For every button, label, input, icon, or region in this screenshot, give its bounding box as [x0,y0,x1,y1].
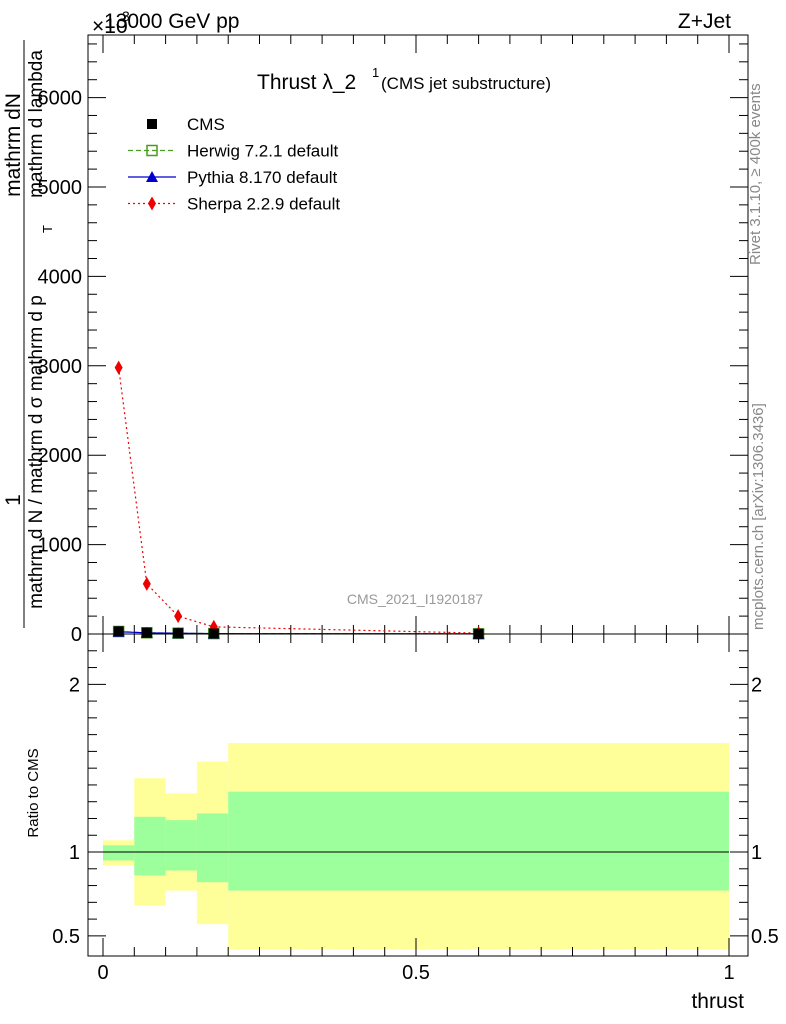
ratio-panel: 0.5 0.51 12 2 0 0.5 1 Ratio to CMS thrust [25,633,779,1013]
main-y-tick-label: 1000 [38,535,83,557]
legend-item: Herwig 7.2.1 default [128,142,338,161]
ratio-x-axis: 0 0.5 1 [97,634,735,984]
main-y-tick-label: 3000 [38,356,83,378]
ratio-y-tick-label-right: 2 [751,674,762,696]
ratio-frame [87,633,749,957]
ratio-y-tick-label: 2 [69,674,80,696]
ratio-y-tick-label: 0.5 [52,926,80,948]
legend-item: CMS [147,115,225,134]
main-y-axis: 0 1000 2000 3000 4000 5000 6000 [38,43,748,646]
legend-marker [146,144,158,157]
legend-label: Pythia 8.170 default [187,168,338,187]
ylabel-denominator-right: mathrm d lambda [26,50,47,198]
main-y-tick-label: 0 [71,624,82,646]
ratio-inner-band-bin [103,845,135,861]
legend-label: Sherpa 2.2.9 default [187,195,340,214]
ratio-y-tick-label-right: 0.5 [751,926,779,948]
exponent-mark: ×10 [92,15,128,38]
ratio-inner-band-bin [196,813,229,883]
ylabel-numerator-right: mathrm dN [2,93,25,197]
main-x-ticks [102,35,730,634]
watermark: CMS_2021_I1920187 [347,591,483,607]
ratio-inner-band-bin [165,820,197,871]
data-point [141,627,152,638]
x-tick-label: 1 [723,962,734,984]
ratio-inner-band-bin [134,816,166,876]
plot-title: Thrust λ_2 [257,71,356,94]
series-line [118,367,479,634]
main-y-tick-label: 2000 [38,445,83,467]
ratio-bands [103,743,729,950]
plot-subtitle: (CMS jet substructure) [381,74,551,93]
process-label: Z+Jet [678,10,731,33]
legend: CMS Herwig 7.2.1 default Pythia 8.170 defa… [128,115,340,214]
legend-label: CMS [187,115,225,134]
data-point [114,360,123,375]
beam-label: 13000 GeV pp [104,10,239,33]
main-panel: 0 1000 2000 3000 4000 5000 6000 Thrust λ_2 1 (… [2,34,749,646]
x-tick-label: 0 [97,962,108,984]
main-y-tick-label: 5000 [38,177,83,199]
legend-item: Sherpa 2.2.9 default [128,195,340,214]
legend-marker [146,171,158,182]
ylabel-denominator: mathrm d N / mathrm d σ mathrm d p [26,295,47,609]
exponent-value: 3 [122,8,130,24]
legend-marker [148,196,156,211]
x-axis-label: thrust [691,990,744,1013]
data-point [173,628,184,639]
ratio-y-tick-label: 1 [69,842,80,864]
x-tick-label: 0.5 [402,962,430,984]
ratio-inner-band-bin [228,791,729,891]
legend-item: Pythia 8.170 default [128,168,338,187]
data-point [142,576,151,591]
main-y-tick-label: 4000 [38,266,83,288]
legend-marker [147,119,157,129]
mcplots-label: mcplots.cern.ch [arXiv:1306.3436] [750,403,767,630]
ratio-y-axis: 0.5 0.5 1 1 2 2 [52,650,779,948]
rivet-label: Rivet 3.1.10, ≥ 400k events [747,83,764,265]
main-y-label: 1 mathrm dN mathrm d N / mathrm d σ math… [2,40,55,628]
ylabel-numerator-top: 1 [2,494,25,506]
data-point [174,609,183,624]
ylabel-denominator-sub: T [40,225,55,233]
ratio-y-label: Ratio to CMS [25,748,42,837]
legend-label: Herwig 7.2.1 default [187,142,338,161]
ratio-y-tick-label-right: 1 [751,842,762,864]
data-point [113,626,124,637]
plot-title-superscript: 1 [372,65,379,80]
main-y-tick-label: 6000 [38,88,83,110]
